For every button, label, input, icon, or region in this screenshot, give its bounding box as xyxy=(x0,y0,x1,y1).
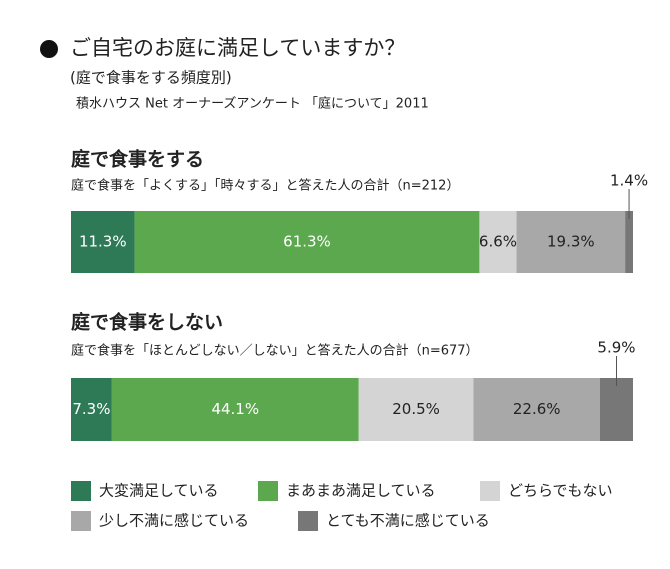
legend-label: 少し不満に感じている xyxy=(99,512,249,530)
legend-label: どちらでもない xyxy=(508,482,613,500)
value-label: 44.1% xyxy=(211,400,259,418)
legend-swatch xyxy=(71,511,91,531)
bar-segment xyxy=(599,378,633,441)
bar-segment xyxy=(479,211,517,273)
value-label: 11.3% xyxy=(79,233,127,251)
value-label: 20.5% xyxy=(392,400,440,418)
group-title: 庭で食事をしない xyxy=(71,311,223,334)
bar-segment xyxy=(71,378,112,441)
value-label: 22.6% xyxy=(513,400,561,418)
group-subtitle: 庭で食事を「ほとんどしない／しない」と答えた人の合計（n=677） xyxy=(71,343,479,359)
legend-swatch xyxy=(258,481,278,501)
bar-segment xyxy=(71,211,135,273)
bar-segment xyxy=(134,211,480,273)
bar-segment xyxy=(473,378,600,441)
legend-label: 大変満足している xyxy=(99,482,219,500)
value-label: 1.4% xyxy=(610,172,648,190)
chart-title: ご自宅のお庭に満足していますか？ xyxy=(70,36,405,60)
group-subtitle: 庭で食事を「よくする」「時々する」と答えた人の合計（n=212） xyxy=(71,178,459,194)
bar-segment xyxy=(358,378,474,441)
value-label: 19.3% xyxy=(547,233,595,251)
legend-swatch xyxy=(480,481,500,501)
title-bullet xyxy=(40,40,58,58)
bar-segment xyxy=(516,211,626,273)
source: 積水ハウス Net オーナーズアンケート 「庭について」2011 xyxy=(76,96,429,112)
chart-subtitle: (庭で食事をする頻度別) xyxy=(70,69,232,87)
legend-label: まあまあ満足している xyxy=(286,482,436,500)
value-label: 61.3% xyxy=(283,233,331,251)
value-label: 7.3% xyxy=(72,400,110,418)
group-title: 庭で食事をする xyxy=(71,148,204,171)
legend-swatch xyxy=(71,481,91,501)
value-label: 5.9% xyxy=(597,339,635,357)
value-label: 6.6% xyxy=(479,233,517,251)
legend-label: とても不満に感じている xyxy=(326,512,490,530)
bar-segment xyxy=(625,211,633,273)
legend-swatch xyxy=(298,511,318,531)
bar-segment xyxy=(111,378,359,441)
